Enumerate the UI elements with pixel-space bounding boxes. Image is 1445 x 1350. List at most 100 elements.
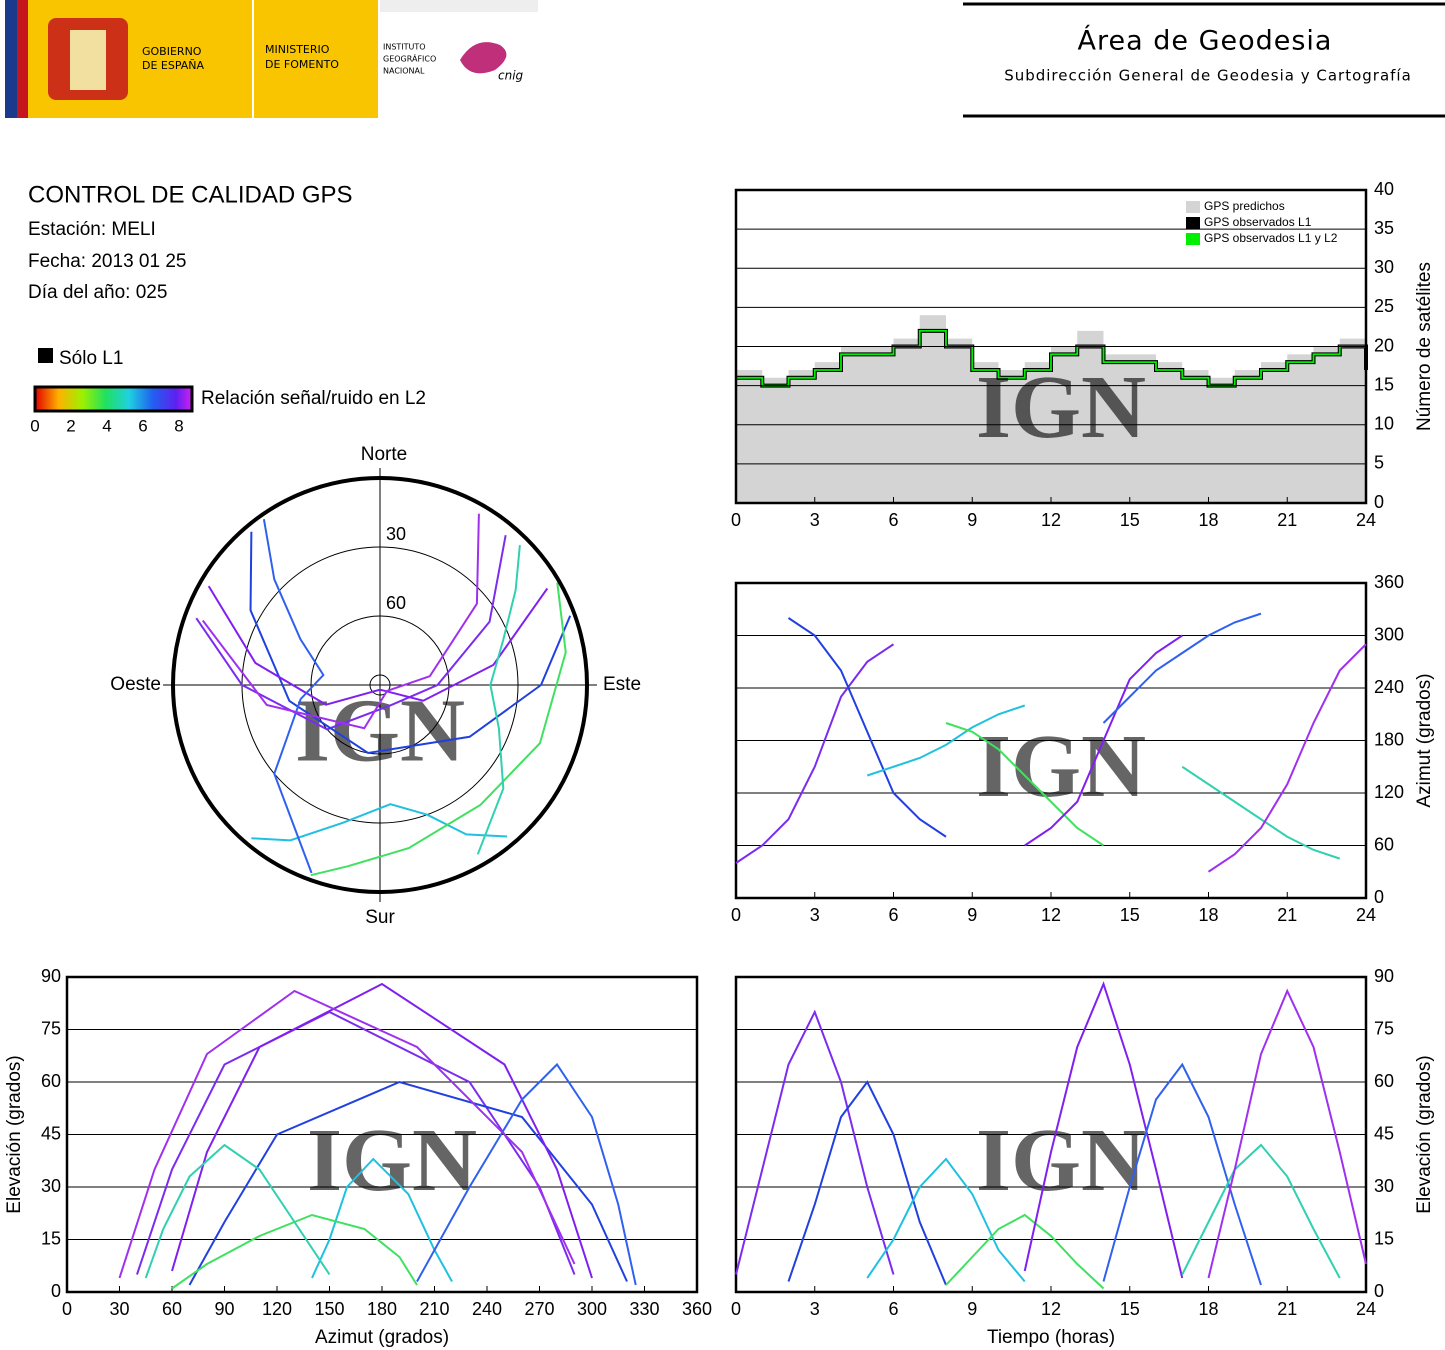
satellite-track — [1181, 765, 1341, 860]
watermark: IGN — [976, 358, 1146, 457]
y-tick-label: 0 — [1374, 492, 1384, 512]
snr-colorbar — [33, 385, 194, 413]
report-title: CONTROL DE CALIDAD GPS — [28, 181, 353, 208]
satellite-track — [1024, 634, 1183, 847]
satellite-track — [787, 1080, 947, 1286]
satellite-track — [866, 704, 1026, 777]
x-tick-label: 6 — [888, 510, 898, 530]
x-tick-label: 18 — [1198, 905, 1218, 925]
y-tick-label: 240 — [1374, 677, 1404, 697]
y-tick-label: 20 — [1374, 335, 1394, 355]
y-axis-label: Elevación (grados) — [1414, 1055, 1435, 1213]
y-axis-label: Elevación (grados) — [4, 1055, 25, 1213]
satellite-track — [1023, 981, 1184, 1279]
x-tick-label: 300 — [577, 1299, 607, 1319]
satellite-track — [251, 803, 508, 842]
legend-swatch — [1186, 217, 1200, 229]
satellite-track — [144, 1143, 331, 1279]
y-tick-label: 15 — [1374, 1228, 1394, 1248]
watermark: IGN — [976, 717, 1146, 816]
x-tick-label: 6 — [888, 1299, 898, 1319]
satellite-track — [207, 585, 549, 706]
x-tick-label: 240 — [472, 1299, 502, 1319]
x-tick-label: 15 — [1120, 905, 1140, 925]
institute-text: GEOGRÁFICO — [383, 53, 436, 64]
horizon-frame — [171, 476, 589, 894]
x-tick-label: 6 — [888, 905, 898, 925]
snr-tick-label: 6 — [138, 416, 147, 435]
y-tick-label: 90 — [1374, 966, 1394, 986]
satellite-track — [201, 513, 480, 730]
y-tick-label: 60 — [1374, 1071, 1394, 1091]
y-tick-label: 35 — [1374, 218, 1394, 238]
y-tick-label: 0 — [51, 1281, 61, 1301]
y-tick-label: 60 — [41, 1071, 61, 1091]
x-tick-label: 9 — [967, 1299, 977, 1319]
y-tick-label: 10 — [1374, 414, 1394, 434]
watermark: IGN — [976, 1111, 1146, 1210]
y-tick-label: 75 — [1374, 1018, 1394, 1038]
y-tick-label: 360 — [1374, 572, 1404, 592]
satellite-track — [262, 519, 325, 874]
x-tick-label: 15 — [1120, 1299, 1140, 1319]
legend-label: GPS predichos — [1204, 199, 1285, 213]
x-tick-label: 15 — [1120, 510, 1140, 530]
x-tick-label: 24 — [1356, 510, 1376, 530]
observed-line — [736, 329, 1367, 387]
y-tick-label: 180 — [1374, 729, 1404, 749]
y-axis-label: Azimut (grados) — [1414, 673, 1435, 807]
x-axis-label: Tiempo (horas) — [987, 1327, 1115, 1348]
x-tick-label: 0 — [731, 1299, 741, 1319]
satellite-track — [171, 1213, 418, 1290]
y-tick-label: 40 — [1374, 179, 1394, 199]
ministry-text: DE FOMENTO — [265, 58, 339, 71]
satellite-track — [249, 531, 572, 755]
satellite-track — [118, 989, 576, 1279]
y-tick-label: 15 — [41, 1228, 61, 1248]
header-strip — [380, 0, 538, 12]
ministry-text: MINISTERIO — [265, 43, 330, 56]
x-tick-label: 21 — [1277, 510, 1297, 530]
snr-tick-label: 4 — [102, 416, 111, 435]
l1-label: Sólo L1 — [59, 348, 123, 369]
x-tick-label: 24 — [1356, 905, 1376, 925]
x-tick-label: 0 — [62, 1299, 72, 1319]
east-label: Este — [603, 674, 641, 695]
snr-tick-label: 2 — [66, 416, 75, 435]
x-tick-label: 360 — [682, 1299, 712, 1319]
area-title: Área de Geodesia — [1078, 25, 1333, 57]
x-axis-label: Azimut (grados) — [315, 1327, 449, 1348]
satellite-track — [866, 1157, 1026, 1283]
north-label: Norte — [361, 444, 407, 465]
gov-text: DE ESPAÑA — [142, 59, 205, 72]
ring-label: 30 — [386, 524, 406, 544]
plot-frame — [734, 581, 1368, 900]
satellite-track — [787, 617, 947, 838]
predicted-area — [736, 315, 1366, 503]
plot-frame — [734, 975, 1368, 1294]
area-subtitle: Subdirección General de Geodesia y Carto… — [1004, 67, 1412, 85]
satellite-track — [1102, 612, 1262, 724]
west-label: Oeste — [110, 674, 161, 695]
x-tick-label: 24 — [1356, 1299, 1376, 1319]
cnig-logo — [460, 42, 507, 74]
x-tick-label: 0 — [731, 510, 741, 530]
y-tick-label: 45 — [1374, 1123, 1394, 1143]
y-tick-label: 75 — [41, 1018, 61, 1038]
elevation-ring — [310, 615, 450, 755]
satellite-track — [310, 582, 567, 877]
legend-swatch — [1186, 233, 1200, 245]
satellite-track — [476, 545, 521, 855]
y-tick-label: 120 — [1374, 782, 1404, 802]
x-tick-label: 180 — [367, 1299, 397, 1319]
satellite-track — [416, 1062, 637, 1286]
x-tick-label: 150 — [314, 1299, 344, 1319]
legend-swatch — [1186, 201, 1200, 213]
satellite-track — [1181, 1143, 1341, 1279]
x-tick-label: 330 — [629, 1299, 659, 1319]
info: CONTROL DE CALIDAD GPS Estación: MELI Fe… — [28, 181, 426, 413]
y-axis-label: Número de satélites — [1414, 262, 1435, 431]
cnig-text: cnig — [498, 69, 524, 83]
south-label: Sur — [365, 907, 395, 928]
